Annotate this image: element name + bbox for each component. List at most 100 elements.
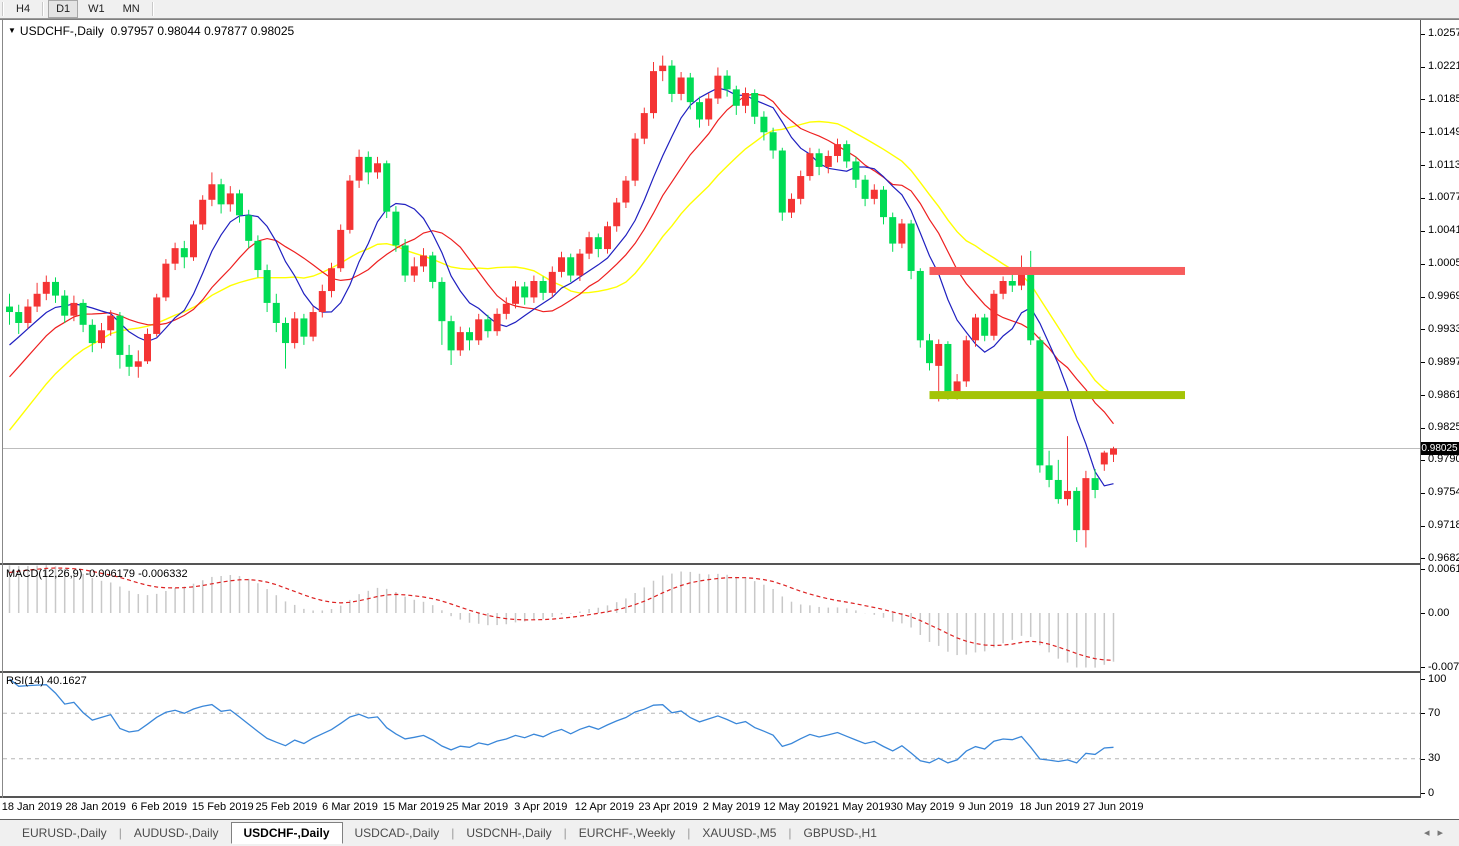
chart-bottom-border: [0, 796, 1421, 798]
macd-axis-label: -0.007612: [1428, 660, 1459, 673]
price-axis[interactable]: 1.02570 1.02210 1.01850 1.01490 1.01130 1.007…: [1421, 20, 1459, 818]
tab-scroll-left-icon[interactable]: ◂: [1423, 827, 1438, 839]
chart-tab-eurusd[interactable]: EURUSD-,Daily: [22, 826, 107, 840]
candle-body: [493, 313, 501, 332]
tab-scroll-right-icon[interactable]: ▸: [1437, 827, 1451, 839]
time-axis-label: 12 Apr 2019: [574, 801, 635, 813]
candle-body: [410, 266, 418, 276]
candle-body: [548, 271, 556, 293]
candle-body: [594, 237, 602, 250]
candle-body: [576, 253, 584, 276]
candle-body: [604, 226, 611, 250]
chart-legend: ▼ USDCHF-,Daily 0.97957 0.98044 0.97877 0…: [8, 24, 294, 38]
axis-tick-mark: [1421, 793, 1425, 794]
timeframe-toolbar: H4 D1 W1 MN: [0, 0, 1459, 19]
candle-body: [732, 89, 740, 106]
time-axis[interactable]: 18 Jan 2019 28 Jan 2019 6 Feb 2019 15 Feb 2…: [0, 798, 1420, 817]
candle-body: [539, 281, 547, 293]
candle-body: [61, 295, 69, 316]
ohlc-high: 0.98044: [157, 24, 201, 38]
candle-body: [972, 317, 979, 341]
axis-tick-mark: [1421, 667, 1425, 669]
candle-body: [677, 77, 685, 94]
rsi-axis-label: 70: [1428, 706, 1441, 719]
candle-body: [79, 302, 87, 325]
axis-tick-mark: [1421, 492, 1425, 494]
candle-body: [797, 176, 805, 199]
current-price-tag: 0.98025: [1420, 441, 1459, 455]
candle-body: [208, 184, 216, 200]
candle-body: [778, 150, 786, 213]
time-axis-label: 23 Apr 2019: [638, 801, 698, 813]
axis-tick-mark: [1421, 758, 1425, 760]
candle-body: [15, 312, 23, 323]
chart-tab-usdchf[interactable]: USDCHF-,Daily: [230, 822, 343, 844]
candle-body: [328, 268, 335, 292]
candle-body: [1036, 340, 1044, 466]
time-axis-label: 15 Mar 2019: [382, 801, 445, 813]
candle-body: [567, 257, 575, 276]
candle-body: [1100, 452, 1108, 465]
candle-body: [1018, 267, 1025, 286]
candle-body: [889, 217, 897, 244]
candle-body: [125, 354, 133, 367]
candle-body: [558, 257, 565, 272]
chart-tab-gbpusd[interactable]: GBPUSD-,H1: [803, 826, 877, 840]
chart-left-border: [2, 20, 3, 798]
timeframe-button-mn[interactable]: MN: [122, 3, 140, 15]
candle-body: [926, 340, 933, 364]
time-axis-label: 25 Mar 2019: [446, 801, 509, 813]
candle-body: [650, 71, 657, 114]
price-axis-label: 1.00770: [1428, 191, 1459, 204]
candle-body: [42, 281, 50, 294]
chart-tab-usdcnh[interactable]: USDCNH-,Daily: [466, 826, 552, 840]
time-axis-label: 2 May 2019: [702, 801, 761, 813]
timeframe-button-w1[interactable]: W1: [88, 3, 105, 15]
price-axis-label: 1.02210: [1428, 60, 1459, 73]
time-axis-label: 9 Jun 2019: [958, 801, 1014, 813]
chart-symbol-label: USDCHF-,Daily: [19, 24, 104, 38]
axis-tick-mark: [1421, 525, 1425, 527]
candle-body: [466, 332, 473, 341]
axis-tick-mark: [1421, 558, 1425, 560]
chart-tab-audusd[interactable]: AUDUSD-,Daily: [133, 826, 219, 840]
candle-body: [981, 317, 989, 336]
time-axis-label: 18 Jan 2019: [1, 801, 63, 813]
price-axis-label: 1.01130: [1428, 158, 1459, 171]
candle-body: [153, 297, 161, 334]
candle-body: [898, 223, 906, 244]
chart-tab-xauusd[interactable]: XAUUSD-,M5: [702, 826, 777, 840]
window-top-border: [0, 19, 1459, 20]
timeframe-button-d1[interactable]: D1: [48, 0, 79, 18]
macd-signal-line: [9, 567, 1114, 661]
support-line: [929, 391, 1185, 400]
timeframe-button-h4[interactable]: H4: [16, 3, 31, 15]
macd-axis-label: 0.00613: [1428, 562, 1459, 575]
chart-tab-usdcad[interactable]: USDCAD-,Daily: [354, 826, 440, 840]
axis-tick-mark: [1421, 569, 1425, 571]
candle-body: [1008, 281, 1016, 286]
candle-body: [880, 189, 887, 218]
candle-body: [70, 302, 78, 316]
candle-body: [1073, 490, 1081, 531]
time-axis-label: 3 Apr 2019: [514, 801, 568, 813]
candle-body: [144, 333, 151, 362]
candle-body: [88, 324, 96, 344]
price-axis-label: 1.01850: [1428, 92, 1459, 105]
tab-separator: |: [563, 826, 567, 840]
macd-panel-separator[interactable]: [0, 563, 1421, 565]
candle-body: [631, 138, 639, 181]
candle-body: [429, 255, 437, 282]
candle-body: [190, 224, 197, 258]
axis-tick-mark: [1421, 66, 1425, 68]
axis-tick-mark: [1421, 296, 1425, 298]
rsi-line: [9, 678, 1114, 764]
candle-body: [236, 193, 243, 216]
rsi-panel-separator[interactable]: [0, 671, 1421, 673]
axis-tick-mark: [1421, 33, 1425, 35]
chart-tab-eurchf[interactable]: EURCHF-,Weekly: [578, 826, 676, 840]
candle-body: [318, 291, 326, 313]
symbol-dropdown-icon[interactable]: ▼: [8, 26, 16, 35]
tab-separator: |: [118, 826, 122, 840]
